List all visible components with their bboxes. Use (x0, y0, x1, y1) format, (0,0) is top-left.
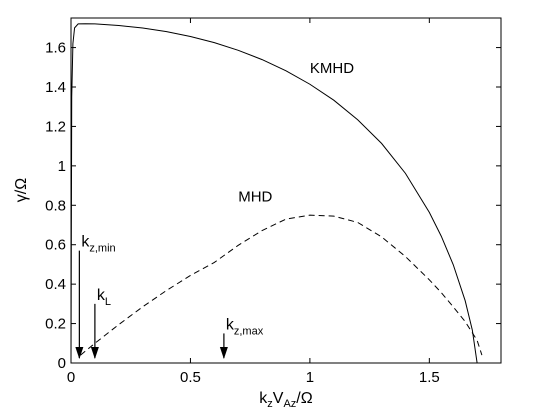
x-tick-label: 1.5 (419, 369, 440, 386)
y-tick-label: 0.2 (45, 316, 66, 333)
x-tick-label: 0 (67, 369, 75, 386)
y-tick-label: 1.6 (45, 40, 66, 57)
annotation-label: kL (97, 287, 111, 308)
annotation-arrow-head (90, 347, 99, 360)
annotations: kz,min kL kz,max (75, 234, 264, 360)
y-axis-ticks: 0 0.2 0.4 0.6 0.8 1 1.2 1.4 1.6 (45, 40, 501, 372)
x-tick-label: 0.5 (180, 369, 201, 386)
y-axis-label: γ/Ω (13, 178, 30, 202)
series-layer (70, 23, 485, 364)
series-label-mhd: MHD (238, 188, 272, 205)
annotation-label: kz,max (226, 316, 264, 337)
y-tick-label: 1.4 (45, 79, 66, 96)
annotation-arrow-head (219, 347, 228, 360)
x-axis-ticks: 0 0.5 1 1.5 (67, 18, 440, 386)
annotation-arrow-head (75, 347, 84, 360)
plot-area (70, 17, 502, 364)
y-tick-label: 0.6 (45, 237, 66, 254)
y-tick-label: 1 (58, 158, 66, 175)
y-tick-label: 0 (58, 355, 66, 372)
annotation-label: kz,min (81, 234, 115, 255)
series-labels: KMHD MHD (238, 60, 354, 205)
series-line-mhd (80, 214, 483, 356)
series-label-kmhd: KMHD (310, 60, 354, 77)
x-tick-label: 1 (306, 369, 314, 386)
series-line-kmhd (70, 23, 485, 364)
x-axis-label: kzVAz/Ω (259, 390, 312, 410)
y-tick-label: 0.8 (45, 197, 66, 214)
y-tick-label: 1.2 (45, 118, 66, 135)
y-tick-label: 0.4 (45, 276, 66, 293)
